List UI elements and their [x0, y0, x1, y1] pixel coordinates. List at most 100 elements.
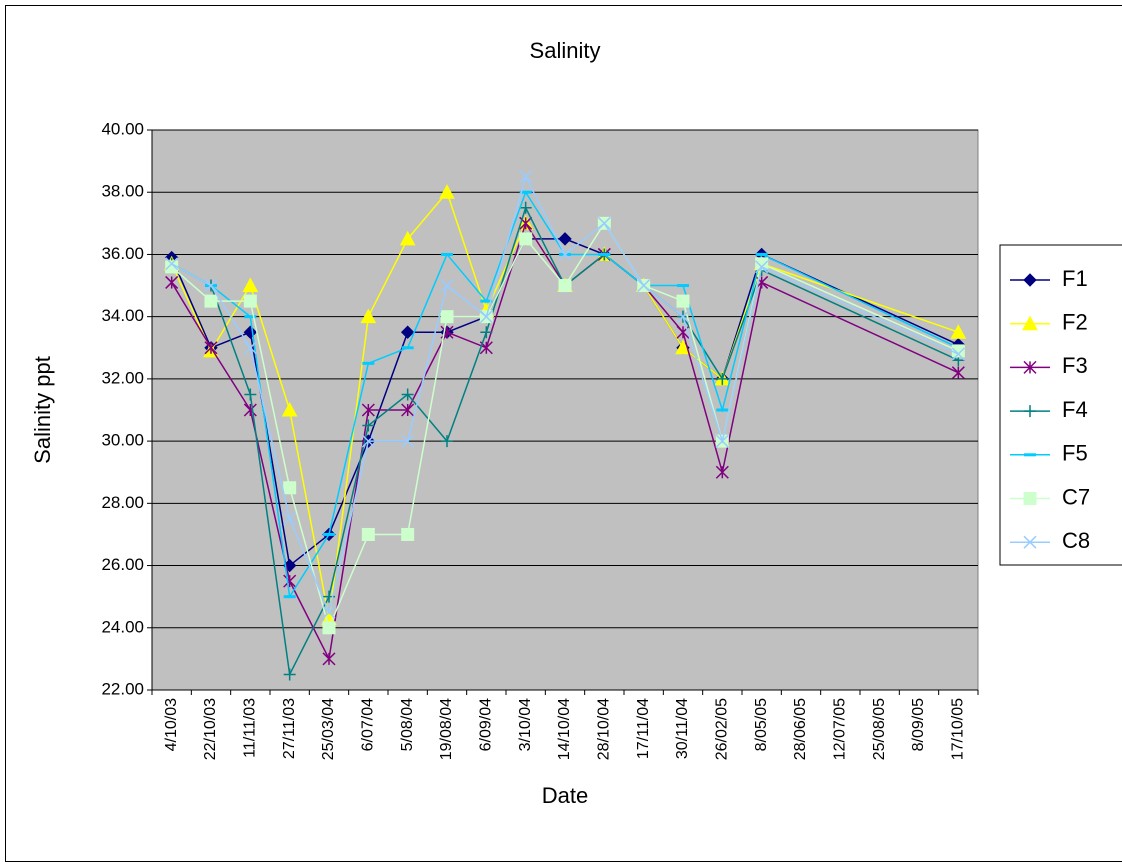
marker	[283, 668, 296, 681]
plot-area	[151, 129, 979, 691]
marker	[322, 621, 336, 635]
y-tick-label: 38.00	[101, 182, 144, 201]
x-tick-label: 25/08/05	[871, 698, 888, 760]
marker	[676, 294, 690, 308]
marker	[480, 326, 493, 339]
x-tick-label: 5/08/04	[399, 698, 416, 751]
marker	[322, 652, 336, 666]
marker	[1023, 360, 1037, 374]
marker	[950, 324, 967, 339]
marker	[1022, 315, 1038, 331]
marker	[1023, 535, 1037, 549]
marker	[244, 388, 257, 401]
legend-label: C7	[1062, 484, 1090, 509]
x-tick-label: 26/02/05	[714, 698, 731, 760]
x-tick-label: 22/10/03	[202, 698, 219, 760]
x-tick-label: 17/11/04	[635, 698, 652, 759]
x-tick-label: 28/10/04	[596, 698, 613, 760]
marker	[637, 279, 651, 293]
marker	[439, 184, 455, 199]
marker	[243, 341, 257, 355]
x-tick-label: 8/09/05	[910, 698, 927, 751]
marker	[716, 372, 729, 385]
x-tick-label: 17/10/05	[950, 698, 967, 760]
marker	[243, 403, 257, 417]
x-tick-label: 25/03/04	[320, 698, 337, 760]
marker	[1023, 492, 1037, 505]
y-axis-label: Salinity ppt	[30, 356, 55, 464]
legend-label: F5	[1062, 441, 1088, 466]
x-tick-label: 12/07/05	[832, 698, 849, 760]
marker	[519, 170, 533, 184]
x-tick-label: 4/10/03	[163, 698, 180, 751]
marker	[676, 310, 690, 324]
y-tick-label: 36.00	[101, 244, 144, 263]
y-tick-label: 34.00	[101, 306, 144, 325]
marker	[401, 388, 414, 401]
marker	[362, 419, 375, 432]
marker	[283, 481, 297, 495]
legend-label: F4	[1062, 397, 1088, 422]
marker	[440, 279, 454, 293]
marker	[440, 310, 454, 324]
marker	[283, 512, 297, 526]
marker	[519, 201, 532, 214]
legend-box	[999, 244, 1122, 566]
y-tick-label: 22.00	[101, 679, 144, 698]
y-tick-label: 24.00	[101, 617, 144, 636]
marker	[322, 605, 336, 619]
legend-label: C8	[1062, 528, 1090, 553]
marker	[519, 232, 533, 246]
marker	[401, 403, 415, 417]
legend-label: F3	[1062, 353, 1088, 378]
legend-label: F2	[1062, 310, 1088, 335]
y-tick-label: 26.00	[101, 555, 144, 574]
marker	[715, 465, 729, 479]
marker	[951, 366, 965, 380]
marker	[283, 574, 297, 588]
x-tick-label: 11/11/03	[242, 698, 259, 758]
marker	[479, 310, 493, 324]
marker	[281, 401, 298, 417]
legend-label: F1	[1062, 266, 1088, 291]
marker	[597, 216, 611, 230]
marker	[360, 308, 377, 324]
marker	[165, 275, 179, 289]
marker	[1023, 273, 1037, 287]
marker	[361, 527, 375, 541]
x-tick-label: 6/07/04	[360, 698, 377, 751]
marker	[243, 294, 257, 308]
marker	[558, 247, 572, 261]
marker	[165, 257, 179, 271]
marker	[204, 341, 218, 355]
marker	[951, 347, 965, 361]
x-tick-label: 3/10/04	[517, 698, 534, 751]
x-tick-label: 14/10/04	[556, 698, 573, 760]
marker	[401, 434, 415, 448]
marker	[204, 279, 218, 293]
y-tick-label: 40.00	[101, 119, 144, 138]
marker	[361, 403, 375, 417]
y-tick-label: 28.00	[101, 493, 144, 512]
marker	[441, 435, 453, 448]
x-tick-label: 28/06/05	[792, 698, 809, 760]
marker	[242, 277, 259, 293]
marker	[558, 232, 572, 246]
legend: F1 F2 F3 F4 F5 C7 C8	[999, 244, 1122, 566]
marker	[755, 260, 769, 274]
marker	[715, 434, 729, 448]
y-tick-label: 30.00	[101, 431, 144, 450]
marker	[399, 230, 416, 246]
x-tick-label: 8/05/05	[753, 698, 770, 751]
x-tick-label: 19/08/04	[438, 698, 455, 760]
marker	[361, 434, 375, 448]
marker	[400, 325, 415, 339]
x-tick-label: 30/11/04	[674, 698, 691, 759]
chart-title: Salinity	[530, 38, 601, 63]
marker	[1024, 405, 1036, 418]
marker	[401, 527, 415, 541]
x-axis-label: Date	[542, 783, 588, 808]
y-tick-label: 32.00	[101, 368, 144, 387]
marker	[558, 279, 572, 293]
